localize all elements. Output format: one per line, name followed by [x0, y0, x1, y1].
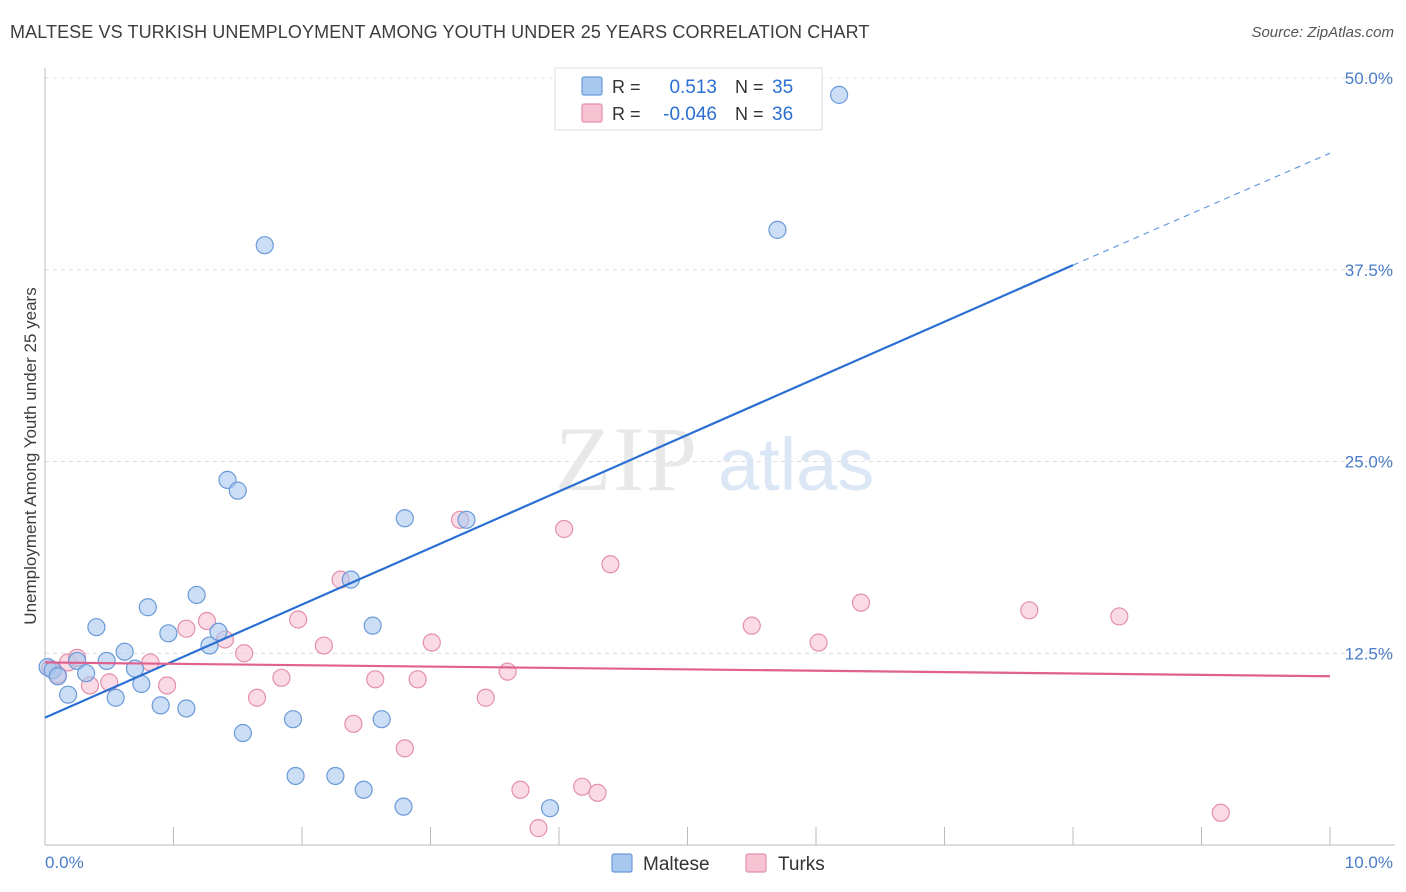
turks-point [476, 688, 495, 707]
maltese-point [830, 85, 849, 104]
watermark-atlas: atlas [718, 423, 874, 506]
turks-point [366, 670, 385, 689]
trend-lines [44, 152, 1331, 719]
turks-point [314, 636, 333, 655]
maltese-point [228, 481, 247, 500]
maltese-point [177, 699, 196, 718]
turks-point [601, 555, 620, 574]
legend-turks-swatch [581, 103, 603, 123]
turks-point [498, 662, 517, 681]
gridlines [45, 77, 1395, 654]
maltese-point [768, 220, 787, 239]
series-legend-turks-swatch [745, 853, 767, 873]
maltese-point [233, 723, 252, 743]
series-legend-maltese-label: Maltese [643, 854, 710, 875]
legend-turks-n-value: 36 [772, 104, 793, 125]
maltese-point [255, 236, 274, 255]
x-axis-ticks [44, 827, 1331, 845]
series-legend-maltese-swatch [611, 853, 633, 873]
turks-point [573, 777, 592, 796]
source-label: Source: ZipAtlas.com [1251, 24, 1394, 41]
legend-turks-r-label: R = [612, 104, 641, 124]
turks-point [272, 668, 291, 687]
turks-point [851, 593, 871, 612]
maltese-point [187, 585, 206, 605]
x-tick-label-max: 10.0% [1345, 853, 1393, 872]
maltese-point [394, 797, 413, 816]
maltese-point [68, 651, 87, 671]
legend-maltese-swatch [581, 76, 603, 96]
x-tick-label-min: 0.0% [45, 853, 84, 872]
maltese-trend-line [44, 264, 1074, 719]
watermark: ZIP atlas [555, 408, 874, 510]
turks-point [395, 739, 414, 758]
turks-point [177, 619, 196, 638]
legend-maltese-n-value: 35 [772, 77, 793, 98]
maltese-point [286, 766, 305, 786]
maltese-point [457, 510, 476, 529]
maltese-point [283, 710, 303, 729]
maltese-point [372, 710, 391, 729]
axes [44, 68, 1395, 846]
turks-point [809, 633, 828, 652]
y-tick-label: 25.0% [1345, 453, 1393, 472]
maltese-point [159, 624, 178, 643]
y-axis-title: Unemployment Among Youth under 25 years [21, 287, 40, 624]
legend-turks-r-value: -0.046 [663, 104, 717, 125]
maltese-point [354, 780, 373, 799]
turks-point [1211, 803, 1230, 822]
chart-title: MALTESE VS TURKISH UNEMPLOYMENT AMONG YO… [10, 22, 870, 42]
maltese-point [326, 766, 345, 786]
maltese-point [106, 688, 125, 707]
y-tick-label: 37.5% [1345, 261, 1393, 280]
turks-point [408, 670, 427, 689]
turks-point [197, 611, 217, 631]
y-tick-label: 50.0% [1345, 69, 1393, 88]
turks-point [422, 633, 441, 652]
legend-turks-n-label: N = [735, 104, 764, 124]
maltese-point [59, 685, 78, 704]
maltese-point [395, 509, 414, 528]
turks-point [235, 644, 254, 663]
turks-trend-line [44, 661, 1331, 678]
series-legend: Maltese Turks [611, 853, 825, 875]
maltese-point [48, 667, 67, 686]
turks-point [289, 610, 308, 629]
maltese-point [97, 651, 116, 671]
maltese-point [77, 664, 96, 683]
turks-point [344, 714, 363, 733]
watermark-zip: ZIP [555, 408, 699, 510]
maltese-point [138, 598, 157, 617]
maltese-points [38, 85, 849, 818]
turks-point [588, 783, 607, 802]
turks-point [247, 688, 267, 707]
turks-point [511, 780, 530, 799]
maltese-point [363, 616, 382, 635]
turks-point [529, 819, 548, 838]
legend-maltese-n-label: N = [735, 77, 764, 97]
turks-point [1020, 601, 1039, 620]
legend-maltese-r-value: 0.513 [669, 77, 717, 98]
turks-point [1110, 607, 1129, 626]
legend-maltese-r-label: R = [612, 77, 641, 97]
y-tick-label: 12.5% [1345, 644, 1393, 663]
maltese-point [87, 618, 106, 637]
turks-point [555, 519, 574, 539]
series-legend-turks-label: Turks [778, 854, 825, 875]
maltese-trend-extension [1072, 152, 1331, 266]
y-tick-labels: 12.5% 25.0% 37.5% 50.0% [1345, 69, 1393, 663]
maltese-point [115, 642, 134, 661]
correlation-legend: R = 0.513 N = 35 R = -0.046 N = 36 [554, 67, 823, 131]
maltese-point [540, 799, 560, 818]
turks-point [742, 616, 761, 635]
maltese-point [151, 696, 170, 715]
turks-point [157, 676, 177, 695]
